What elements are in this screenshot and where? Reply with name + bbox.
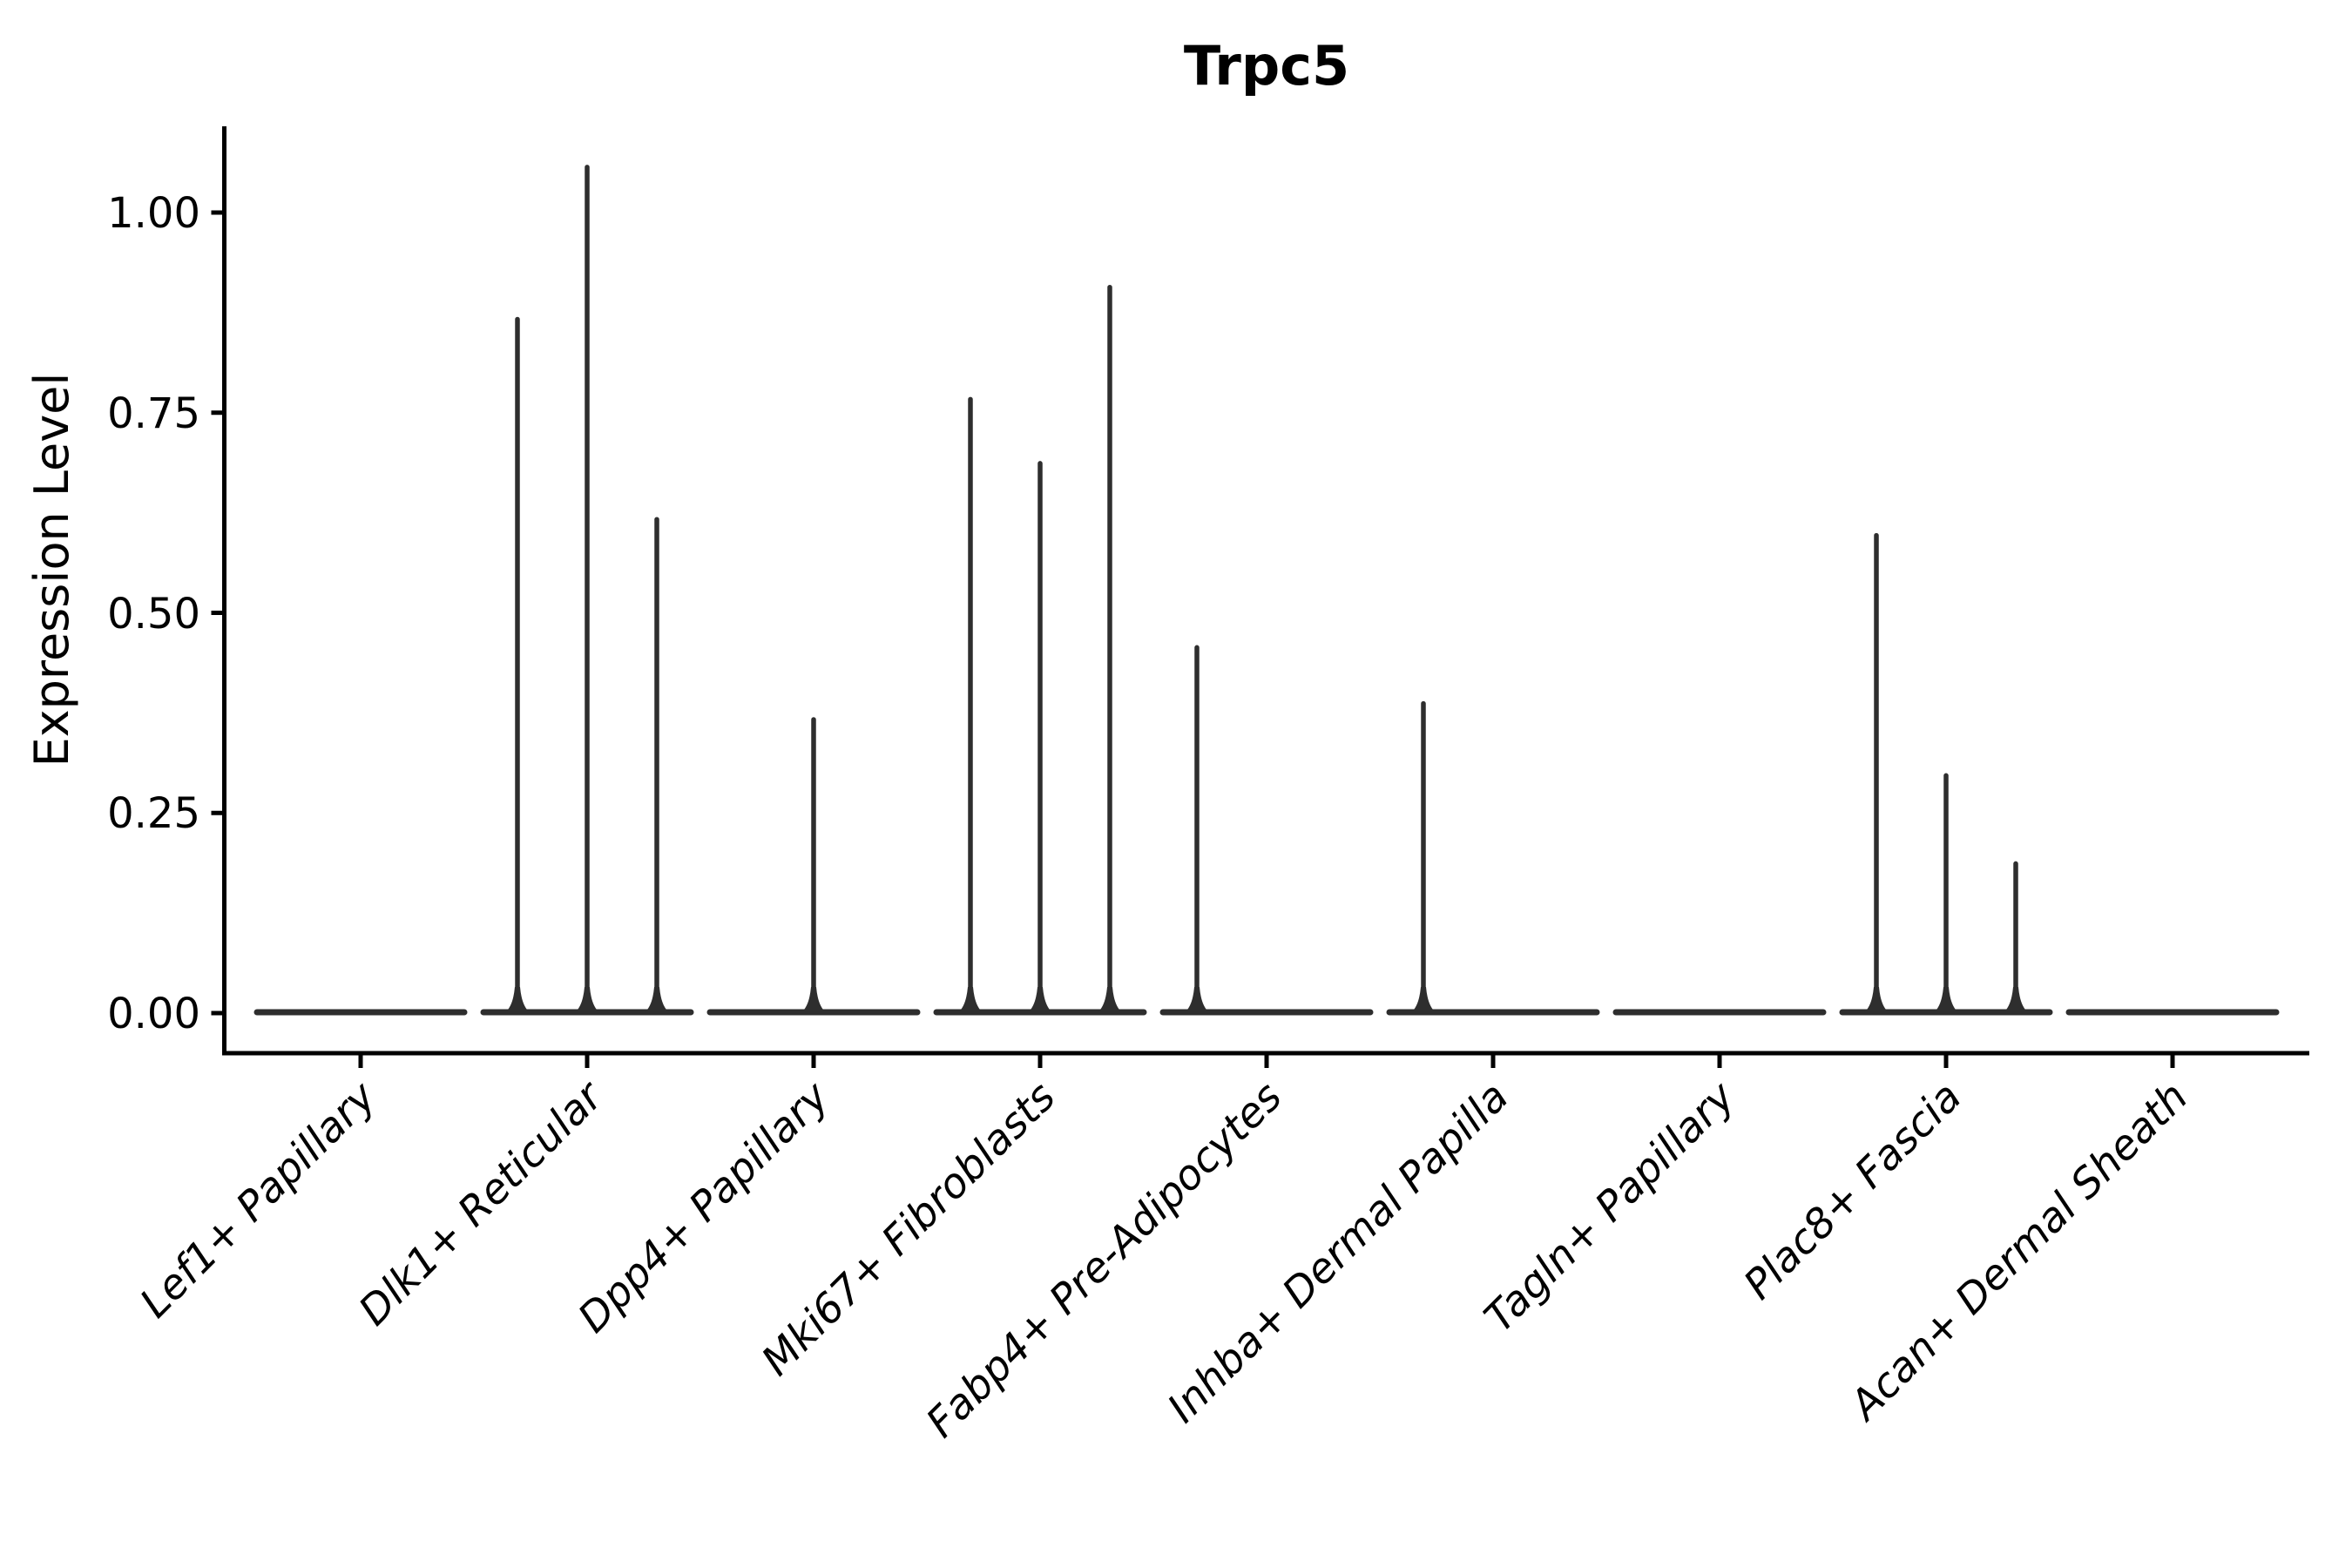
violin-base-flare bbox=[1185, 987, 1209, 1012]
x-tick-label: Plac8+ Fascia bbox=[1734, 1073, 1970, 1309]
violin-base-flare bbox=[1864, 987, 1889, 1012]
y-tick-labels: 1.00 0.75 0.50 0.25 0.00 bbox=[107, 189, 200, 1038]
y-axis-label: Expression Level bbox=[24, 373, 79, 767]
y-tick-label: 0.25 bbox=[107, 789, 200, 838]
violin-7 bbox=[1839, 532, 2053, 1016]
violin-3 bbox=[933, 284, 1147, 1016]
violin-base-flare bbox=[958, 987, 983, 1012]
violin-layer bbox=[253, 165, 2280, 1016]
violin-4 bbox=[1159, 645, 1374, 1016]
x-tick-label: Lef1+ Papillary bbox=[131, 1072, 386, 1328]
y-tick-label: 1.00 bbox=[107, 189, 200, 238]
chart-title: Trpc5 bbox=[1184, 34, 1349, 98]
violin-base-flare bbox=[575, 987, 599, 1012]
violin-base-flare bbox=[2004, 987, 2028, 1012]
y-tick-label: 0.75 bbox=[107, 389, 200, 438]
x-tick-labels: Lef1+ Papillary Dlk1+ Reticular Dpp4+ Pa… bbox=[131, 1071, 2197, 1447]
axis-layer bbox=[211, 126, 2309, 1068]
y-tick-label: 0.00 bbox=[107, 990, 200, 1038]
violin-5 bbox=[1386, 700, 1600, 1016]
y-tick-label: 0.50 bbox=[107, 590, 200, 639]
x-tick-label: Dlk1+ Reticular bbox=[350, 1071, 614, 1335]
x-tick-label: Fabp4+ Pre-Adipocytes bbox=[917, 1073, 1291, 1447]
violin-base-flare bbox=[1098, 987, 1122, 1012]
violin-base-flare bbox=[645, 987, 669, 1012]
violin-base-flare bbox=[1411, 987, 1436, 1012]
violin-base-flare bbox=[505, 987, 530, 1012]
violin-base-flare bbox=[1934, 987, 1958, 1012]
violin-2 bbox=[706, 717, 921, 1016]
violin-1 bbox=[480, 165, 694, 1016]
violin-base-flare bbox=[801, 987, 826, 1012]
x-tick-label: Tagln+ Papillary bbox=[1476, 1072, 1746, 1342]
violin-base-flare bbox=[1028, 987, 1052, 1012]
x-tick-label: Dpp4+ Papillary bbox=[569, 1072, 839, 1342]
